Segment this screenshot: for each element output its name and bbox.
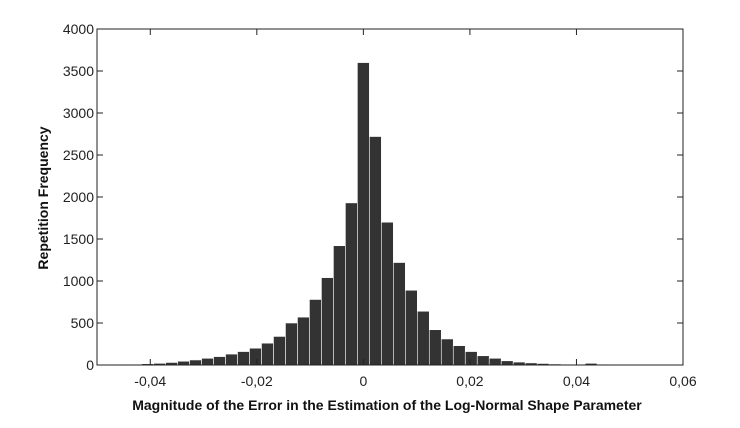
histogram-bar <box>440 338 454 366</box>
histogram-bar <box>464 351 478 366</box>
histogram-bar <box>428 329 442 366</box>
histogram-bar <box>237 351 250 366</box>
x-tick-label: -0,02 <box>241 373 273 389</box>
histogram-bar <box>393 262 406 366</box>
histogram-bar <box>488 357 502 366</box>
y-tick-label: 4000 <box>63 21 94 37</box>
histogram-bar <box>225 353 238 366</box>
y-axis-title: Repetition Frequency <box>35 126 51 269</box>
histogram-bar <box>452 345 466 366</box>
histogram-bar <box>213 356 226 366</box>
histogram-bar <box>333 245 346 366</box>
histogram-bar <box>476 355 490 366</box>
histogram-bar <box>500 360 514 366</box>
x-tick-label: -0,04 <box>134 373 166 389</box>
x-axis-title: Magnitude of the Error in the Estimation… <box>132 397 642 413</box>
histogram-bar <box>309 299 322 366</box>
histogram-bar <box>357 62 370 366</box>
y-tick-label: 3000 <box>63 105 94 121</box>
histogram-bar <box>189 359 202 366</box>
histogram-bar <box>249 347 262 366</box>
y-tick-label: 2000 <box>63 189 94 205</box>
y-tick-label: 0 <box>86 357 94 373</box>
y-axis: 0 500 1000 1500 2000 2500 3000 3500 4000 <box>63 21 683 373</box>
y-tick-label: 2500 <box>63 147 94 163</box>
x-tick-label: 0,06 <box>669 373 696 389</box>
histogram-bar <box>297 316 310 366</box>
histogram-bar <box>416 310 430 366</box>
histogram-bar <box>177 360 190 366</box>
histogram-bar <box>321 277 334 366</box>
histogram-bar <box>285 322 298 366</box>
histogram-bar <box>381 221 394 366</box>
histogram-bar <box>261 342 274 366</box>
y-tick-label: 1000 <box>63 273 94 289</box>
histogram-bar <box>273 336 286 366</box>
histogram-bar <box>345 202 358 366</box>
histogram-bars <box>105 62 646 366</box>
histogram-bar <box>201 357 214 366</box>
x-axis: -0,04 -0,02 0 0,02 0,04 0,06 <box>134 29 697 389</box>
x-tick-label: 0 <box>359 373 367 389</box>
x-tick-label: 0,02 <box>456 373 483 389</box>
y-tick-label: 1500 <box>63 231 94 247</box>
y-tick-label: 3500 <box>63 63 94 79</box>
y-tick-label: 500 <box>71 315 95 331</box>
x-tick-label: 0,04 <box>563 373 590 389</box>
histogram-bar <box>405 289 418 366</box>
histogram-bar <box>369 136 382 366</box>
